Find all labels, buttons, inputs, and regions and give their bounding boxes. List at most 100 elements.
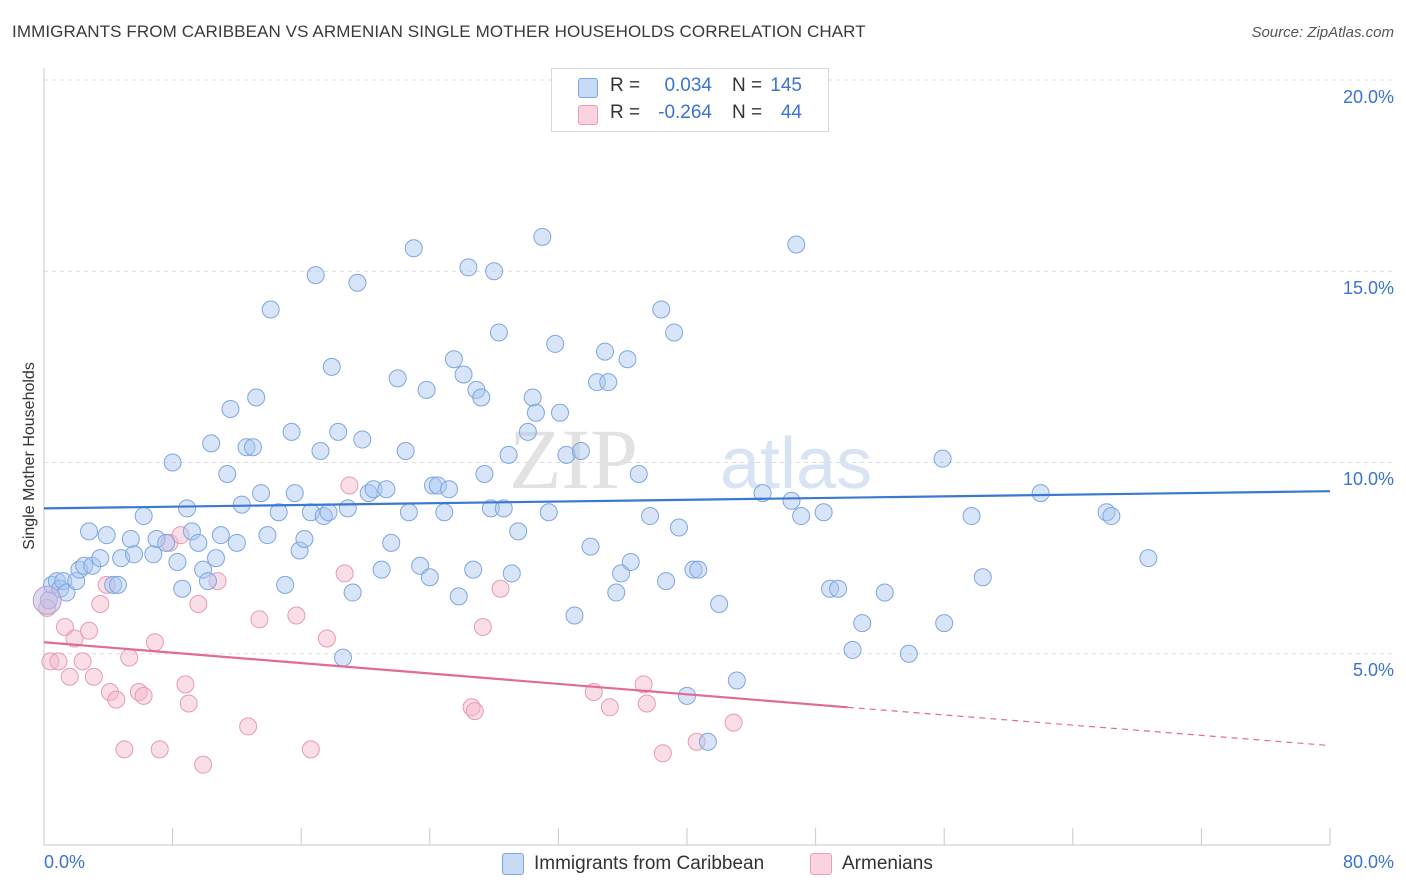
legend-swatch-pink	[578, 105, 598, 125]
caribbean-point	[485, 262, 504, 281]
armenians-point	[84, 667, 103, 686]
caribbean-point	[607, 583, 626, 602]
caribbean-point	[581, 537, 600, 556]
armenians-point	[65, 629, 84, 648]
armenians-point	[145, 633, 164, 652]
caribbean-point	[612, 564, 631, 583]
caribbean-point	[306, 266, 325, 285]
caribbean-point	[343, 583, 362, 602]
caribbean-point	[1139, 549, 1158, 568]
caribbean-point	[499, 445, 518, 464]
chart-title: IMMIGRANTS FROM CARIBBEAN VS ARMENIAN SI…	[12, 22, 866, 41]
armenians-point	[171, 526, 190, 545]
caribbean-point	[388, 369, 407, 388]
armenians-point	[250, 610, 269, 629]
armenians-point	[317, 629, 336, 648]
armenians-point	[724, 713, 743, 732]
caribbean-point	[91, 549, 110, 568]
caribbean-point	[440, 480, 459, 499]
caribbean-point	[665, 323, 684, 342]
caribbean-point	[67, 572, 86, 591]
legend-r-value: 0.034	[664, 75, 712, 96]
caribbean-point	[377, 480, 396, 499]
caribbean-point	[853, 614, 872, 633]
caribbean-point	[481, 499, 500, 518]
caribbean-point	[546, 334, 565, 353]
caribbean-point	[353, 430, 372, 449]
legend-swatch-caribbean	[502, 853, 524, 875]
legend-n-value: 145	[770, 75, 802, 96]
caribbean-point	[489, 323, 508, 342]
caribbean-point	[557, 445, 576, 464]
caribbean-point	[565, 606, 584, 625]
armenians-point	[194, 755, 213, 774]
caribbean-point	[551, 403, 570, 422]
caribbean-point	[710, 595, 729, 614]
caribbean-point	[596, 342, 615, 361]
caribbean-point	[290, 541, 309, 560]
caribbean-point	[962, 507, 981, 526]
caribbean-point	[472, 388, 491, 407]
caribbean-point	[396, 442, 415, 461]
caribbean-point	[178, 499, 197, 518]
armenians-point	[49, 652, 68, 671]
caribbean-point	[194, 560, 213, 579]
caribbean-point	[1031, 484, 1050, 503]
caribbean-point	[782, 491, 801, 510]
caribbean-point	[669, 518, 688, 537]
caribbean-point	[322, 357, 341, 376]
caribbean-point	[333, 648, 352, 667]
legend-n-label: N =	[732, 75, 763, 96]
caribbean-point	[935, 614, 954, 633]
caribbean-point	[533, 227, 552, 246]
caribbean-point	[428, 476, 447, 495]
caribbean-point	[80, 522, 99, 541]
caribbean-point	[202, 434, 221, 453]
caribbean-trend-line	[43, 490, 1331, 510]
armenians-point	[208, 572, 227, 591]
caribbean-point	[899, 644, 918, 663]
armenians-point	[55, 617, 74, 636]
caribbean-point	[509, 522, 528, 541]
caribbean-point	[338, 499, 357, 518]
legend-r-label: R =	[610, 75, 641, 96]
armenians-point	[100, 683, 119, 701]
armenians-point	[653, 744, 672, 763]
caribbean-point	[684, 560, 703, 579]
armenians-point	[115, 740, 134, 759]
caribbean-point	[147, 530, 166, 548]
caribbean-point	[727, 671, 746, 690]
caribbean-point	[652, 300, 671, 319]
caribbean-point	[420, 568, 439, 587]
caribbean-point	[411, 556, 430, 575]
caribbean-point	[792, 507, 811, 526]
armenians-point	[60, 667, 79, 686]
caribbean-point	[829, 579, 848, 598]
caribbean-point	[163, 453, 182, 472]
caribbean-point	[843, 640, 862, 659]
caribbean-point	[295, 530, 314, 548]
caribbean-point	[382, 533, 401, 552]
armenians-point	[634, 675, 653, 694]
armenians-point	[107, 690, 126, 709]
legend-label-armenians: Armenians	[842, 853, 933, 874]
caribbean-point	[108, 575, 127, 594]
caribbean-point	[973, 568, 992, 587]
caribbean-point	[698, 732, 717, 751]
caribbean-point	[144, 545, 163, 564]
caribbean-point	[104, 575, 123, 594]
armenians-point	[335, 564, 354, 583]
armenians-trend-line	[43, 641, 848, 709]
caribbean-point	[372, 560, 391, 579]
caribbean-point	[523, 388, 542, 407]
caribbean-point	[329, 422, 348, 441]
armenians-point	[179, 694, 198, 713]
caribbean-point	[526, 403, 545, 422]
caribbean-point	[787, 235, 806, 254]
caribbean-point	[218, 464, 237, 483]
caribbean-point	[121, 530, 140, 548]
caribbean-point	[621, 552, 640, 571]
armenians-point	[189, 595, 208, 614]
caribbean-point	[875, 583, 894, 602]
caribbean-point	[417, 380, 436, 399]
